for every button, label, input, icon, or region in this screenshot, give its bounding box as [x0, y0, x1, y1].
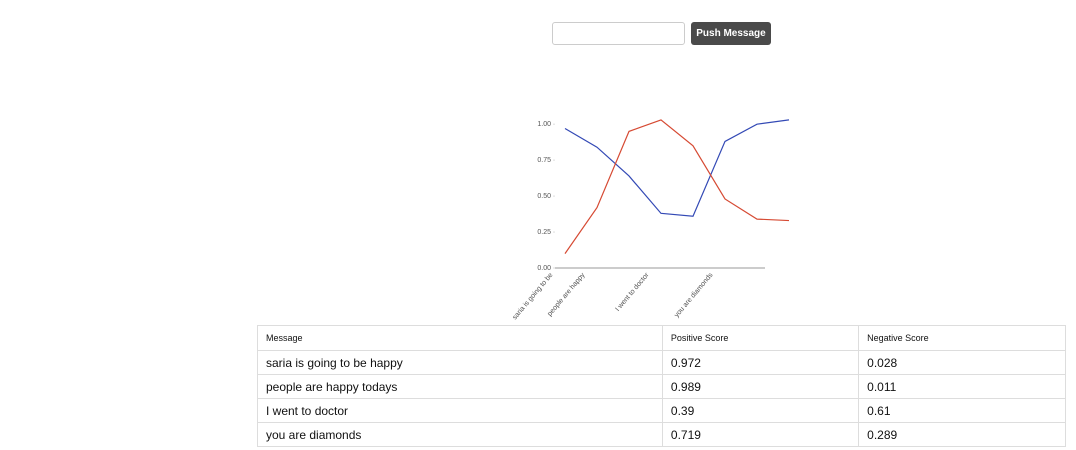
x-tick-label: I went to doctor: [614, 271, 651, 313]
y-tick-label: 0.25: [537, 229, 551, 236]
y-tick-label: 0.00: [537, 265, 551, 272]
table-cell: I went to doctor: [257, 398, 663, 423]
table-cell: Positive Score: [661, 325, 860, 351]
table-cell: 0.972: [661, 350, 860, 375]
score-table: Message Positive Score Negative Score saria…: [257, 325, 1066, 447]
table-cell: saria is going to be happy: [257, 350, 663, 375]
push-button[interactable]: Push Message: [691, 22, 771, 45]
table-row: Message Positive Score Negative Score: [257, 325, 1066, 351]
table-cell: 0.719: [661, 422, 860, 447]
y-tick-label: 0.50: [537, 193, 551, 200]
table-cell: 0.289: [858, 422, 1066, 447]
series-line: [564, 119, 790, 217]
series-line: [564, 119, 790, 254]
table-cell: you are diamonds: [257, 422, 663, 447]
y-tick-label: 0.75: [537, 157, 551, 164]
table-cell: 0.011: [858, 374, 1066, 399]
x-tick-label: you are diamonds: [673, 271, 714, 319]
table-row: you are diamonds 0.719 0.289: [257, 422, 1066, 447]
table-row: I went to doctor 0.39 0.61: [257, 398, 1066, 423]
table-row: saria is going to be happy 0.972 0.028: [257, 350, 1066, 375]
table-cell: people are happy todays: [257, 374, 663, 399]
table-row: people are happy todays 0.989 0.011: [257, 374, 1066, 399]
message-input[interactable]: [552, 22, 685, 45]
y-tick-label: 1.00: [537, 121, 551, 128]
table-cell: 0.61: [858, 398, 1066, 423]
table-cell: 0.989: [661, 374, 860, 399]
table-cell: Negative Score: [858, 325, 1066, 351]
table-cell: 0.028: [858, 350, 1066, 375]
table-cell: 0.39: [661, 398, 860, 423]
table-cell: Message: [257, 325, 663, 351]
